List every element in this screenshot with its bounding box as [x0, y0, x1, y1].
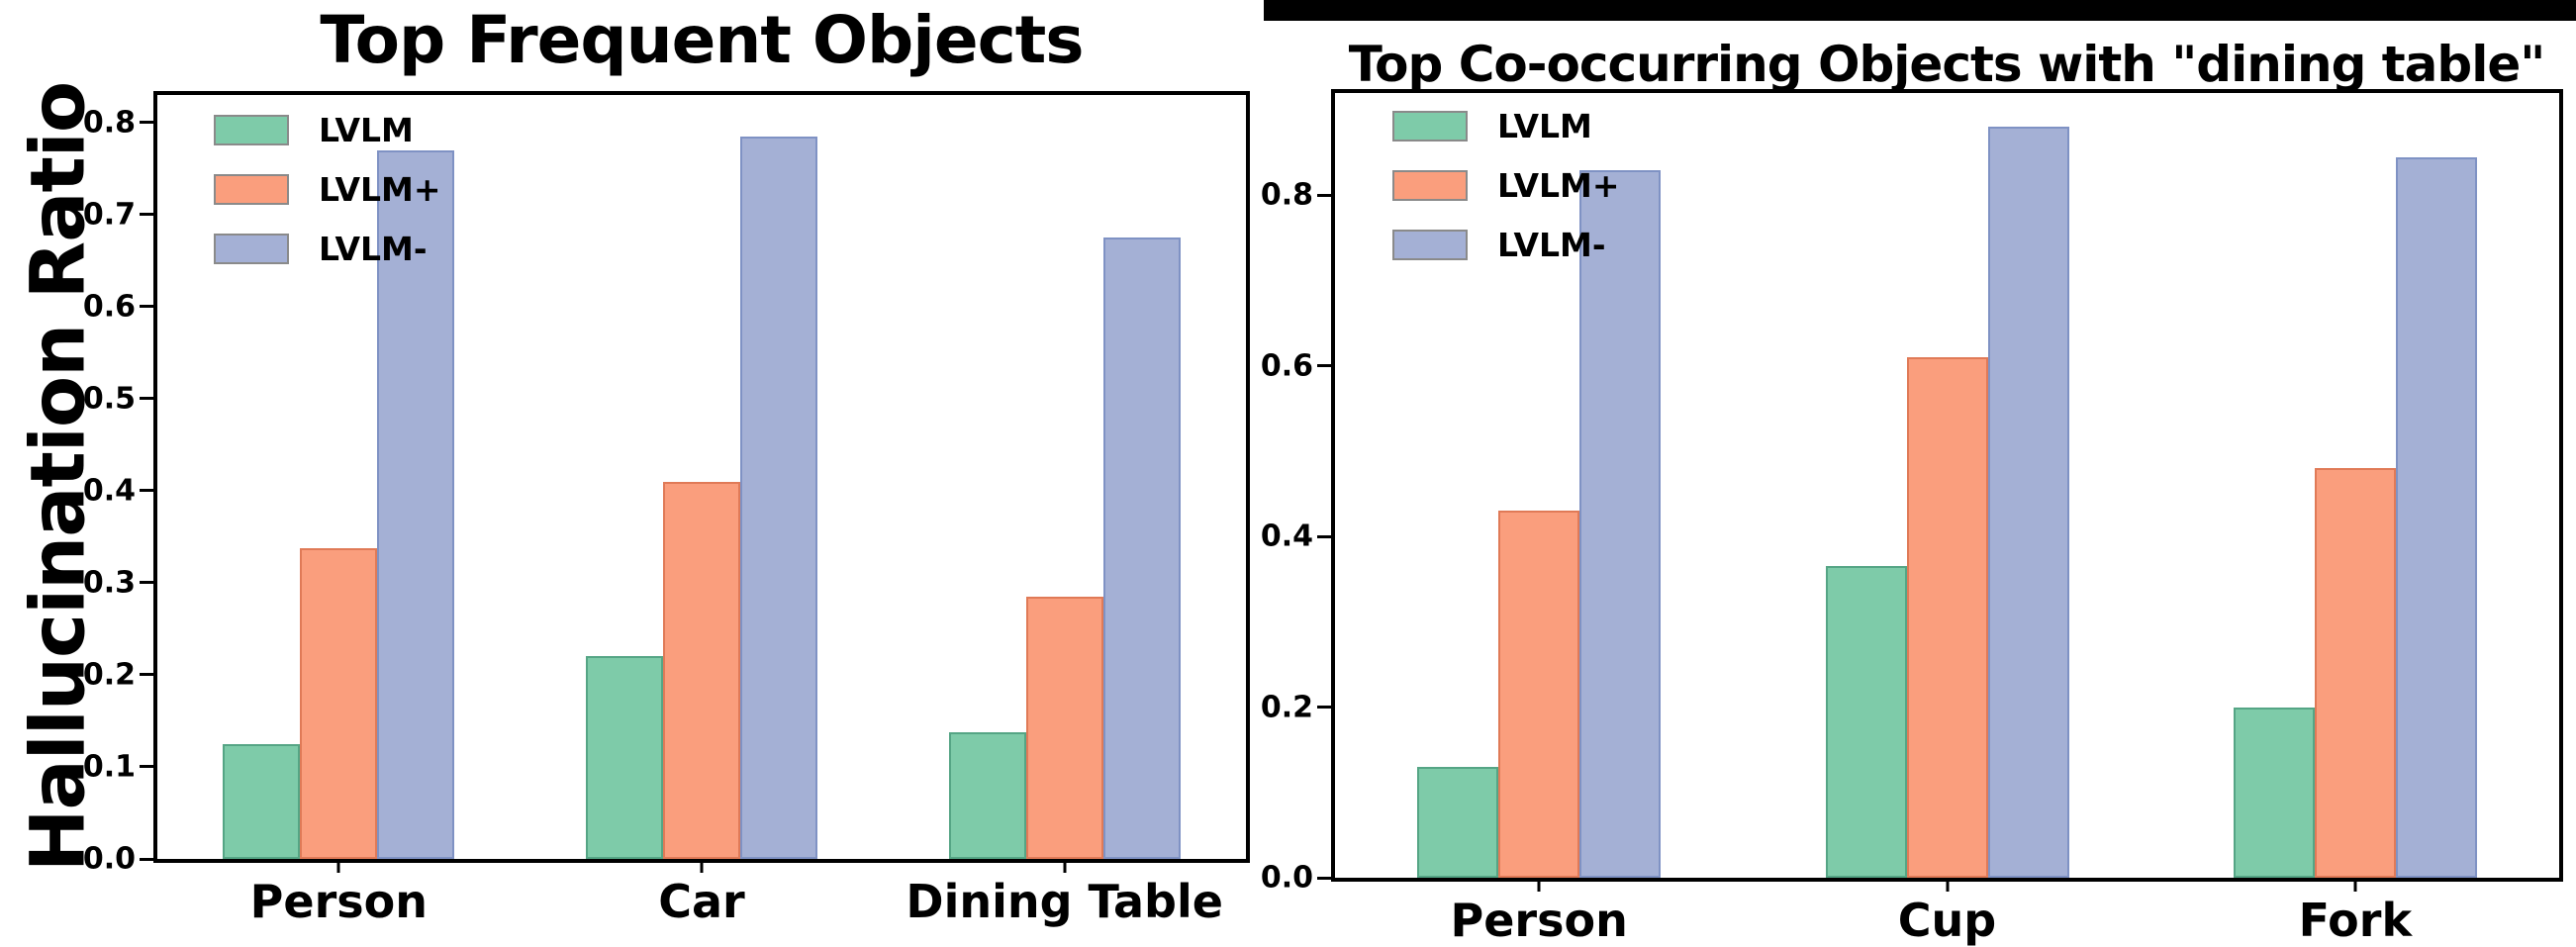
bar-lvlm-dining-table [1025, 596, 1103, 859]
legend-swatch-icon [1392, 230, 1468, 260]
legend-swatch-icon [214, 174, 289, 205]
bar-lvlm-person [377, 149, 455, 859]
y-tick-mark [140, 765, 153, 769]
y-tick-mark [140, 121, 153, 125]
x-tick-label: Cup [1897, 894, 1997, 947]
x-tick-label: Dining Table [906, 875, 1223, 928]
chart-title: Top Frequent Objects [320, 2, 1084, 78]
y-tick-mark [140, 489, 153, 493]
legend-row: LVLM+ [214, 170, 441, 209]
y-tick-label: 0.8 [1260, 177, 1313, 213]
y-tick-label: 0.2 [82, 657, 136, 693]
x-tick-label: Fork [2298, 894, 2413, 947]
y-tick-mark [140, 581, 153, 585]
bar-lvlm-person [223, 743, 301, 859]
y-tick-label: 0.7 [82, 197, 136, 233]
legend-label: LVLM- [319, 230, 428, 268]
x-tick-label: Person [249, 875, 428, 928]
legend-row: LVLM- [1392, 226, 1620, 264]
legend: LVLM LVLM+ LVLM- [214, 111, 441, 268]
plot-area: 0.0 0.1 0.2 0.3 0.4 0.5 0.6 0.7 0.8 Person Car Dini… [83, 91, 1250, 928]
y-tick-label: 0.5 [82, 381, 136, 417]
bar-lvlm-person [1579, 169, 1662, 878]
legend-swatch-icon [1392, 170, 1468, 201]
y-tick-mark [140, 305, 153, 309]
bar-lvlm-cup [1825, 566, 1907, 878]
legend-row: LVLM- [214, 230, 441, 268]
bar-lvlm-fork [2395, 156, 2477, 878]
legend-swatch-icon [214, 115, 289, 145]
legend-label: LVLM+ [1497, 166, 1620, 205]
bar-lvlm-car [586, 656, 663, 859]
legend-row: LVLM+ [1392, 166, 1620, 205]
y-tick-label: 0.8 [82, 105, 136, 141]
bar-lvlm-dining-table [948, 731, 1026, 859]
bar-lvlm-person [1417, 766, 1499, 878]
bar-lvlm-dining-table [1102, 237, 1181, 859]
legend-label: LVLM [319, 111, 414, 149]
bar-lvlm-cup [1987, 127, 2069, 878]
y-tick-mark [140, 397, 153, 401]
legend-label: LVLM+ [319, 170, 441, 209]
legend-swatch-icon [1392, 111, 1468, 142]
legend-label: LVLM- [1497, 226, 1606, 264]
x-tick-mark [700, 859, 704, 873]
y-tick-label: 0.4 [1260, 519, 1313, 554]
chart-title: Top Co-occurring Objects with "dining ta… [1348, 36, 2546, 93]
x-tick-mark [2353, 878, 2357, 892]
y-tick-mark [140, 857, 153, 861]
x-tick-label: Car [658, 875, 745, 928]
x-tick-mark [336, 859, 340, 873]
bar-lvlm-person [1498, 511, 1580, 878]
bar-lvlm-cup [1906, 357, 1988, 878]
bar-lvlm-car [663, 481, 740, 859]
legend-row: LVLM [1392, 107, 1620, 145]
y-tick-label: 0.4 [82, 473, 136, 509]
y-tick-mark [140, 673, 153, 677]
y-tick-label: 0.3 [82, 565, 136, 601]
legend-swatch-icon [214, 234, 289, 264]
y-tick-mark [1317, 876, 1331, 880]
y-tick-mark [1317, 364, 1331, 368]
x-tick-mark [1946, 878, 1949, 892]
legend-label: LVLM [1497, 107, 1592, 145]
bar-lvlm-fork [2233, 707, 2315, 878]
bar-lvlm-car [740, 136, 817, 859]
plot-area: 0.0 0.2 0.4 0.6 0.8 Person Cup Fork LVLM LVLM+ LVL… [1261, 89, 2563, 947]
x-tick-label: Person [1450, 894, 1628, 947]
bar-lvlm-person [300, 547, 378, 859]
legend-row: LVLM [214, 111, 441, 149]
y-tick-mark [1317, 706, 1331, 710]
bar-lvlm-fork [2314, 468, 2396, 878]
x-tick-mark [1063, 859, 1067, 873]
y-tick-label: 0.1 [82, 749, 136, 785]
y-tick-label: 0.2 [1260, 690, 1313, 725]
legend: LVLM LVLM+ LVLM- [1392, 107, 1620, 264]
y-tick-label: 0.0 [1260, 860, 1313, 896]
y-tick-mark [140, 213, 153, 217]
x-tick-mark [1537, 878, 1541, 892]
y-tick-mark [1317, 193, 1331, 197]
y-tick-label: 0.6 [82, 289, 136, 325]
y-tick-label: 0.0 [82, 841, 136, 877]
y-tick-mark [1317, 534, 1331, 538]
redaction-bar [1264, 0, 2576, 21]
y-tick-label: 0.6 [1260, 348, 1313, 384]
